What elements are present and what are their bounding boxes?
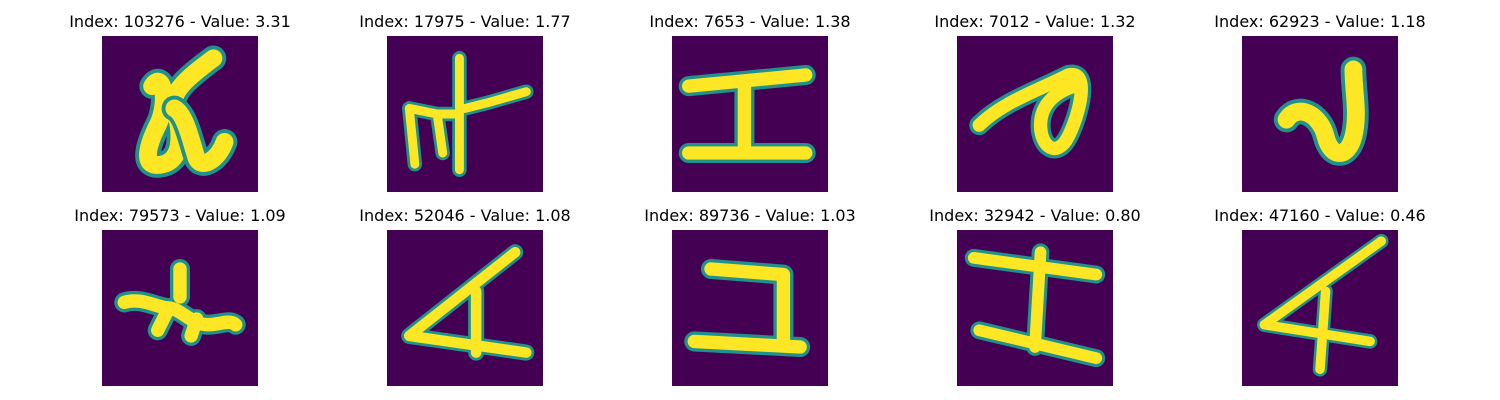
character-image <box>1242 36 1398 192</box>
character-image <box>672 230 828 386</box>
panel-title: Index: 47160 - Value: 0.46 <box>1214 206 1426 225</box>
glyph-e <box>1273 56 1369 166</box>
character-image <box>387 230 543 386</box>
panel-title: Index: 17975 - Value: 1.77 <box>359 12 571 31</box>
panel-title: Index: 52046 - Value: 1.08 <box>359 206 571 225</box>
character-image <box>957 36 1113 192</box>
glyph-c <box>678 64 816 164</box>
panel-title: Index: 79573 - Value: 1.09 <box>74 206 286 225</box>
character-image <box>957 230 1113 386</box>
panel-title: Index: 62923 - Value: 1.18 <box>1214 12 1426 31</box>
glyph-i <box>964 243 1106 368</box>
glyph-f <box>114 258 246 346</box>
panel-title: Index: 32942 - Value: 0.80 <box>929 206 1141 225</box>
character-image <box>387 36 543 192</box>
panel-title: Index: 7012 - Value: 1.32 <box>934 12 1136 31</box>
character-image <box>1242 230 1398 386</box>
character-image <box>102 36 258 192</box>
panel-title: Index: 7653 - Value: 1.38 <box>649 12 851 31</box>
glyph-d <box>969 64 1092 159</box>
character-image <box>102 230 258 386</box>
glyph-g <box>401 244 535 361</box>
glyph-a <box>135 45 238 178</box>
glyph-h <box>684 258 811 358</box>
character-image <box>672 36 828 192</box>
glyph-b <box>402 51 534 177</box>
panel-title: Index: 103276 - Value: 3.31 <box>69 12 291 31</box>
panel-title: Index: 89736 - Value: 1.03 <box>644 206 856 225</box>
glyph-j <box>1257 233 1389 377</box>
